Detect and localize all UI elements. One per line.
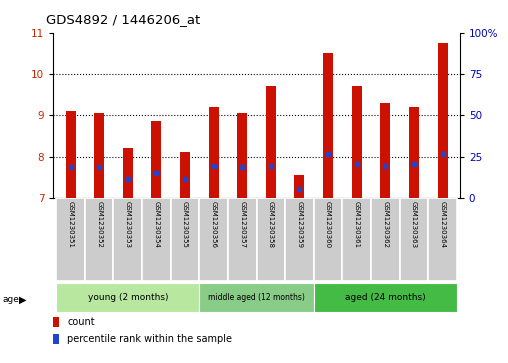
Text: GSM1230357: GSM1230357	[239, 201, 245, 248]
Text: percentile rank within the sample: percentile rank within the sample	[67, 334, 232, 344]
Text: aged (24 months): aged (24 months)	[345, 293, 426, 302]
Bar	[437, 43, 448, 198]
Bar	[85, 198, 113, 281]
Bar	[180, 152, 190, 198]
Text: GSM1230356: GSM1230356	[211, 201, 216, 248]
Bar	[56, 198, 85, 281]
Bar	[400, 198, 428, 281]
Bar	[380, 103, 390, 198]
Bar	[209, 107, 218, 198]
Text: GSM1230351: GSM1230351	[68, 201, 74, 248]
Text: GSM1230352: GSM1230352	[96, 201, 102, 248]
Text: GSM1230355: GSM1230355	[182, 201, 188, 248]
Bar	[352, 86, 362, 198]
Bar	[285, 198, 314, 281]
Bar	[199, 283, 314, 312]
Text: GSM1230360: GSM1230360	[325, 201, 331, 248]
Bar	[257, 198, 285, 281]
Text: GSM1230362: GSM1230362	[383, 201, 388, 248]
Bar	[266, 86, 276, 198]
Bar	[228, 198, 257, 281]
Bar	[142, 198, 171, 281]
Text: GSM1230359: GSM1230359	[297, 201, 302, 248]
Text: young (2 months): young (2 months)	[87, 293, 168, 302]
Text: GSM1230358: GSM1230358	[268, 201, 274, 248]
Text: GSM1230364: GSM1230364	[439, 201, 446, 248]
Bar	[66, 111, 76, 198]
Bar	[371, 198, 400, 281]
Bar	[94, 113, 104, 198]
Bar	[295, 175, 304, 198]
Text: middle aged (12 months): middle aged (12 months)	[208, 293, 305, 302]
Text: GSM1230353: GSM1230353	[125, 201, 131, 248]
Text: age: age	[3, 295, 19, 304]
Bar	[314, 283, 457, 312]
Bar	[113, 198, 142, 281]
Bar	[56, 283, 199, 312]
Text: GSM1230361: GSM1230361	[354, 201, 360, 248]
Bar	[151, 122, 162, 198]
Bar	[314, 198, 342, 281]
Bar	[199, 198, 228, 281]
Bar	[342, 198, 371, 281]
Bar	[428, 198, 457, 281]
Text: ▶: ▶	[19, 294, 27, 305]
Bar	[409, 107, 419, 198]
Text: count: count	[67, 317, 94, 327]
Text: GDS4892 / 1446206_at: GDS4892 / 1446206_at	[46, 13, 200, 26]
Bar	[171, 198, 199, 281]
Text: GSM1230363: GSM1230363	[411, 201, 417, 248]
Bar	[123, 148, 133, 198]
Bar	[323, 53, 333, 198]
Bar	[237, 113, 247, 198]
Text: GSM1230354: GSM1230354	[153, 201, 160, 248]
